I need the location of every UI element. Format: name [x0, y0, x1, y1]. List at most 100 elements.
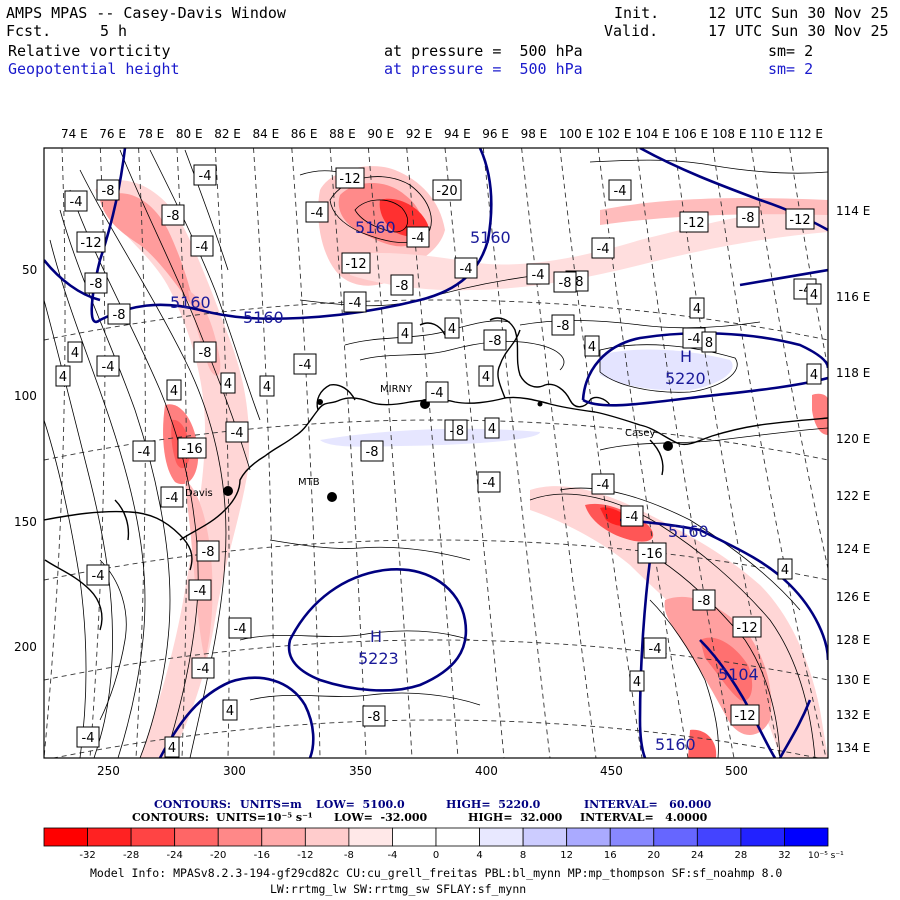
station-label-davis: Davis: [185, 488, 213, 499]
left-axis-label: 100: [14, 389, 37, 403]
top-lon-label: 80 E: [175, 127, 203, 141]
colorbar-tick-label: 16: [604, 850, 617, 861]
station-casey-marker: [663, 441, 673, 451]
vorticity-value-label: -8: [553, 271, 577, 293]
vorticity-value-label: -4: [305, 201, 329, 223]
svg-text:4: 4: [401, 327, 409, 342]
vorticity-contours: [44, 149, 828, 758]
colorbar-swatch: [435, 827, 480, 847]
svg-text:-4: -4: [70, 195, 83, 210]
colorbar-tick-label: -8: [344, 850, 354, 861]
meridian-line: [444, 148, 505, 758]
svg-text:-12: -12: [789, 213, 810, 228]
meridian-line: [789, 148, 828, 371]
colorbar-swatch: [740, 827, 785, 847]
svg-text:-4: -4: [460, 262, 473, 277]
svg-text:-20: -20: [436, 184, 457, 199]
svg-text:-8: -8: [557, 319, 570, 334]
height-label: 5160: [355, 218, 396, 237]
svg-text:4: 4: [693, 302, 701, 317]
svg-text:4: 4: [448, 322, 456, 337]
vorticity-value-label: -4: [682, 327, 706, 349]
meridian-line: [291, 148, 321, 758]
svg-text:-12: -12: [345, 257, 366, 272]
vorticity-value-label: 4: [259, 375, 275, 397]
vorticity-value-label: -4: [191, 657, 215, 679]
meridian-line: [521, 148, 597, 758]
colorbar-tick-label: 4: [476, 850, 482, 861]
vorticity-value-label: -12: [785, 208, 815, 230]
model-info-physics: LW:rrtmg_lw SW:rrtmg_sw SFLAY:sf_mynn: [270, 882, 527, 896]
bottom-axis-label: 300: [223, 764, 246, 778]
bottom-axis-label: 450: [600, 764, 623, 778]
vorticity-value-label: -16: [177, 437, 207, 459]
colorbar-tick-label: 32: [778, 850, 791, 861]
vorticity-value-label: -8: [96, 179, 120, 201]
contours2-high: HIGH= 32.000: [468, 811, 563, 824]
svg-text:8: 8: [705, 336, 713, 351]
vorticity-value-label: 4: [777, 558, 793, 580]
svg-text:-4: -4: [412, 231, 425, 246]
svg-text:-8: -8: [366, 445, 379, 460]
vorticity-value-label: -8: [196, 540, 220, 562]
colorbar-tick-label: -24: [166, 850, 182, 861]
bottom-axis-label: 350: [349, 764, 372, 778]
svg-text:4: 4: [71, 346, 79, 361]
top-lon-label: 110 E: [750, 127, 785, 141]
vorticity-value-label: -4: [425, 381, 449, 403]
svg-text:-8: -8: [396, 279, 409, 294]
meridian-line: [176, 148, 188, 758]
svg-text:4: 4: [781, 563, 789, 578]
meridian-line: [44, 148, 66, 758]
forecast-value: 5 h: [100, 22, 128, 40]
right-lon-label: 118 E: [836, 366, 871, 380]
top-lon-label: 82 E: [214, 127, 241, 141]
station-label-casey: Casey: [625, 428, 655, 439]
top-lon-label: 88 E: [329, 127, 356, 141]
right-lon-label: 116 E: [836, 290, 871, 304]
vorticity-value-label: -8: [84, 272, 108, 294]
colorbar-swatch: [392, 827, 437, 847]
vorticity-value-label: -4: [620, 505, 644, 527]
vorticity-value-label: 4: [166, 379, 182, 401]
model-info: Model Info: MPASv8.2.3-194-gf29cd82c CU:…: [90, 866, 783, 880]
right-lon-label: 122 E: [836, 489, 871, 503]
svg-text:-4: -4: [311, 206, 324, 221]
svg-text:-8: -8: [199, 346, 212, 361]
svg-text:-8: -8: [90, 277, 103, 292]
svg-text:-4: -4: [197, 662, 210, 677]
meridian-line: [135, 148, 146, 758]
colorbar-tick-label: -16: [254, 850, 270, 861]
svg-text:-8: -8: [559, 276, 572, 291]
right-lon-label: 134 E: [836, 741, 871, 755]
colorbar-tick-label: 24: [691, 850, 704, 861]
vorticity-value-label: -12: [76, 231, 106, 253]
top-lon-label: 96 E: [482, 127, 509, 141]
field2-level: at pressure = 500 hPa: [384, 60, 583, 78]
colorbar-swatch: [479, 827, 524, 847]
svg-text:4: 4: [170, 384, 178, 399]
colorbar-tick-label: -28: [123, 850, 139, 861]
colorbar: -32 -28 -24 -20 -16 -12 -8 -4 0 4 8 12 16 20 24 28 32 10⁻…: [43, 827, 844, 861]
colorbar-swatch: [566, 827, 611, 847]
svg-text:-4: -4: [626, 510, 639, 525]
vorticity-value-label: -4: [96, 355, 120, 377]
colorbar-swatch: [784, 827, 829, 847]
station-small-2: [537, 401, 543, 407]
field1-level: at pressure = 500 hPa: [384, 42, 583, 60]
contours2-low: LOW= -32.000: [334, 811, 428, 824]
svg-text:-8: -8: [102, 184, 115, 199]
vorticity-value-label: -8: [107, 303, 131, 325]
svg-text:-12: -12: [339, 172, 360, 187]
top-lon-label: 98 E: [520, 127, 548, 141]
meridian-line: [712, 148, 827, 758]
svg-text:4: 4: [810, 288, 818, 303]
colorbar-swatch: [522, 827, 568, 847]
right-lon-label: 124 E: [836, 542, 871, 556]
vorticity-value-label: -4: [454, 257, 478, 279]
parallel-line: [44, 539, 828, 581]
right-lon-label: 120 E: [836, 432, 871, 446]
svg-text:-8: -8: [368, 710, 381, 725]
valid-label: Valid.: [604, 22, 659, 40]
station-mtb-marker: [327, 492, 337, 502]
